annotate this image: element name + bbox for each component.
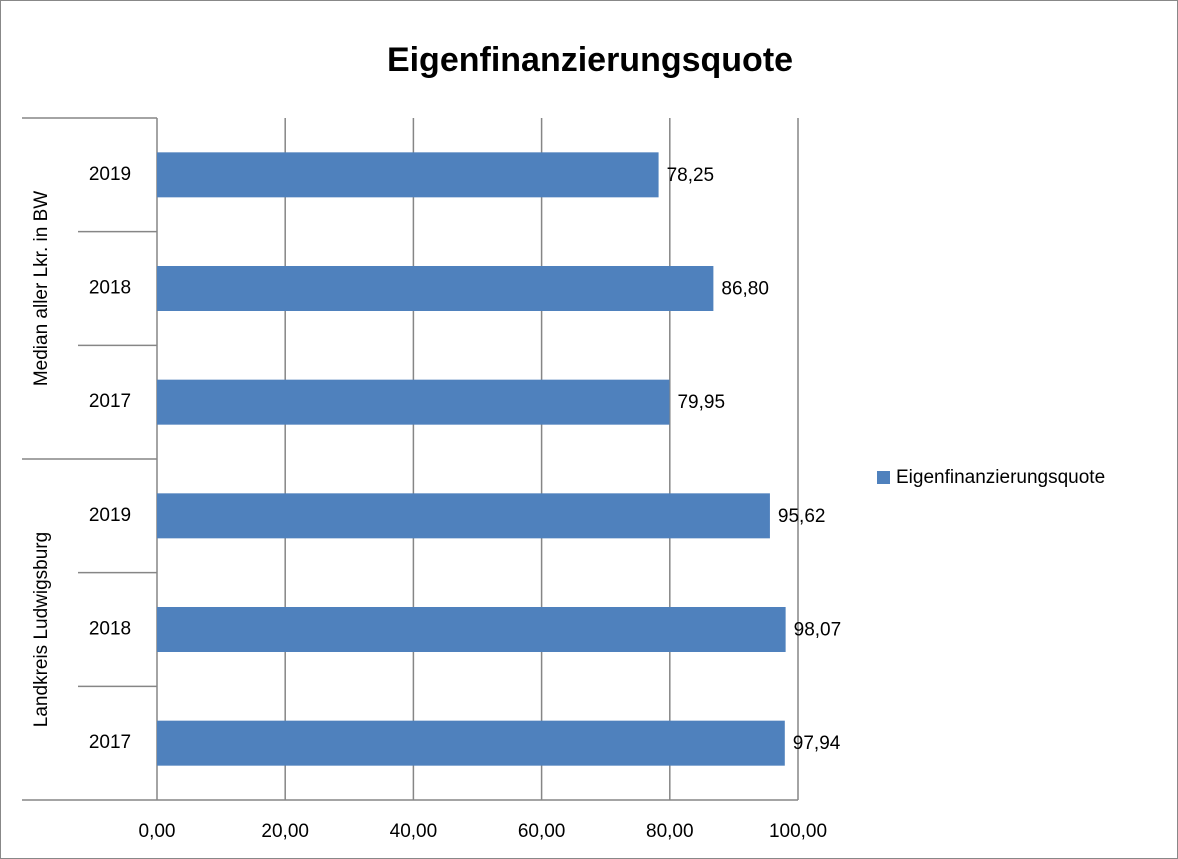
x-tick-label: 40,00	[390, 821, 438, 842]
bar	[157, 152, 659, 198]
y-tick-label: 2018	[89, 278, 131, 299]
x-tick-label: 60,00	[518, 821, 566, 842]
group-label: Median aller Lkr. in BW	[31, 191, 52, 386]
chart-title: Eigenfinanzierungsquote	[387, 41, 793, 79]
y-tick-label: 2019	[89, 164, 131, 185]
y-tick-label: 2017	[89, 732, 131, 753]
legend-swatch	[877, 471, 890, 484]
value-label: 78,25	[667, 165, 715, 186]
bar	[157, 607, 786, 652]
value-label: 86,80	[721, 279, 769, 300]
x-tick-label: 80,00	[646, 821, 694, 842]
y-tick-label: 2019	[89, 505, 131, 526]
x-tick-label: 20,00	[261, 821, 309, 842]
legend-label: Eigenfinanzierungsquote	[896, 467, 1105, 488]
value-label: 98,07	[794, 620, 842, 641]
bar	[157, 379, 670, 425]
value-label: 79,95	[677, 392, 725, 413]
x-tick-label: 100,00	[769, 821, 827, 842]
value-label: 95,62	[778, 506, 826, 527]
y-tick-label: 2017	[89, 391, 131, 412]
y-tick-label: 2018	[89, 619, 131, 640]
bar	[157, 720, 785, 766]
x-tick-label: 0,00	[139, 821, 176, 842]
bar	[157, 493, 770, 539]
value-label: 97,94	[793, 733, 841, 754]
bar	[157, 266, 714, 311]
group-label: Landkreis Ludwigsburg	[31, 532, 52, 727]
